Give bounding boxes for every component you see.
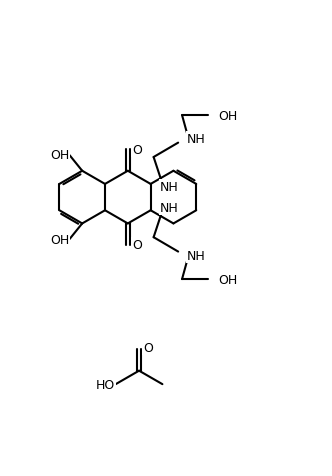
Text: OH: OH	[50, 234, 69, 247]
Text: NH: NH	[187, 133, 205, 146]
Text: O: O	[132, 143, 142, 157]
Text: OH: OH	[50, 149, 69, 162]
Text: O: O	[132, 239, 142, 252]
Text: OH: OH	[218, 273, 237, 286]
Text: OH: OH	[218, 109, 237, 122]
Text: NH: NH	[187, 250, 205, 263]
Text: NH: NH	[160, 201, 178, 214]
Text: HO: HO	[96, 378, 115, 391]
Text: NH: NH	[160, 181, 178, 194]
Text: O: O	[143, 342, 153, 355]
